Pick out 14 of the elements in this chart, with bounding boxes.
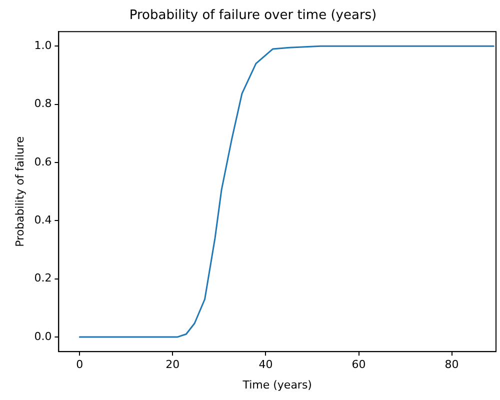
x-tick-label: 0 [76, 358, 84, 372]
x-axis-title: Time (years) [242, 378, 312, 392]
y-tick-label: 0.6 [34, 155, 52, 168]
x-tick-label: 80 [444, 358, 459, 372]
y-tick-label: 0.2 [34, 272, 52, 285]
chart-title: Probability of failure over time (years) [129, 8, 377, 24]
y-tick-label: 0.4 [34, 214, 52, 227]
y-tick-label: 0.0 [34, 330, 52, 343]
x-tick-label: 60 [352, 358, 366, 372]
x-tick-label: 20 [166, 358, 180, 372]
x-tick-label: 40 [258, 358, 273, 372]
y-tick-label: 0.8 [34, 97, 52, 110]
y-axis-title: Probability of failure [13, 136, 26, 247]
y-tick-label: 1.0 [34, 39, 52, 52]
